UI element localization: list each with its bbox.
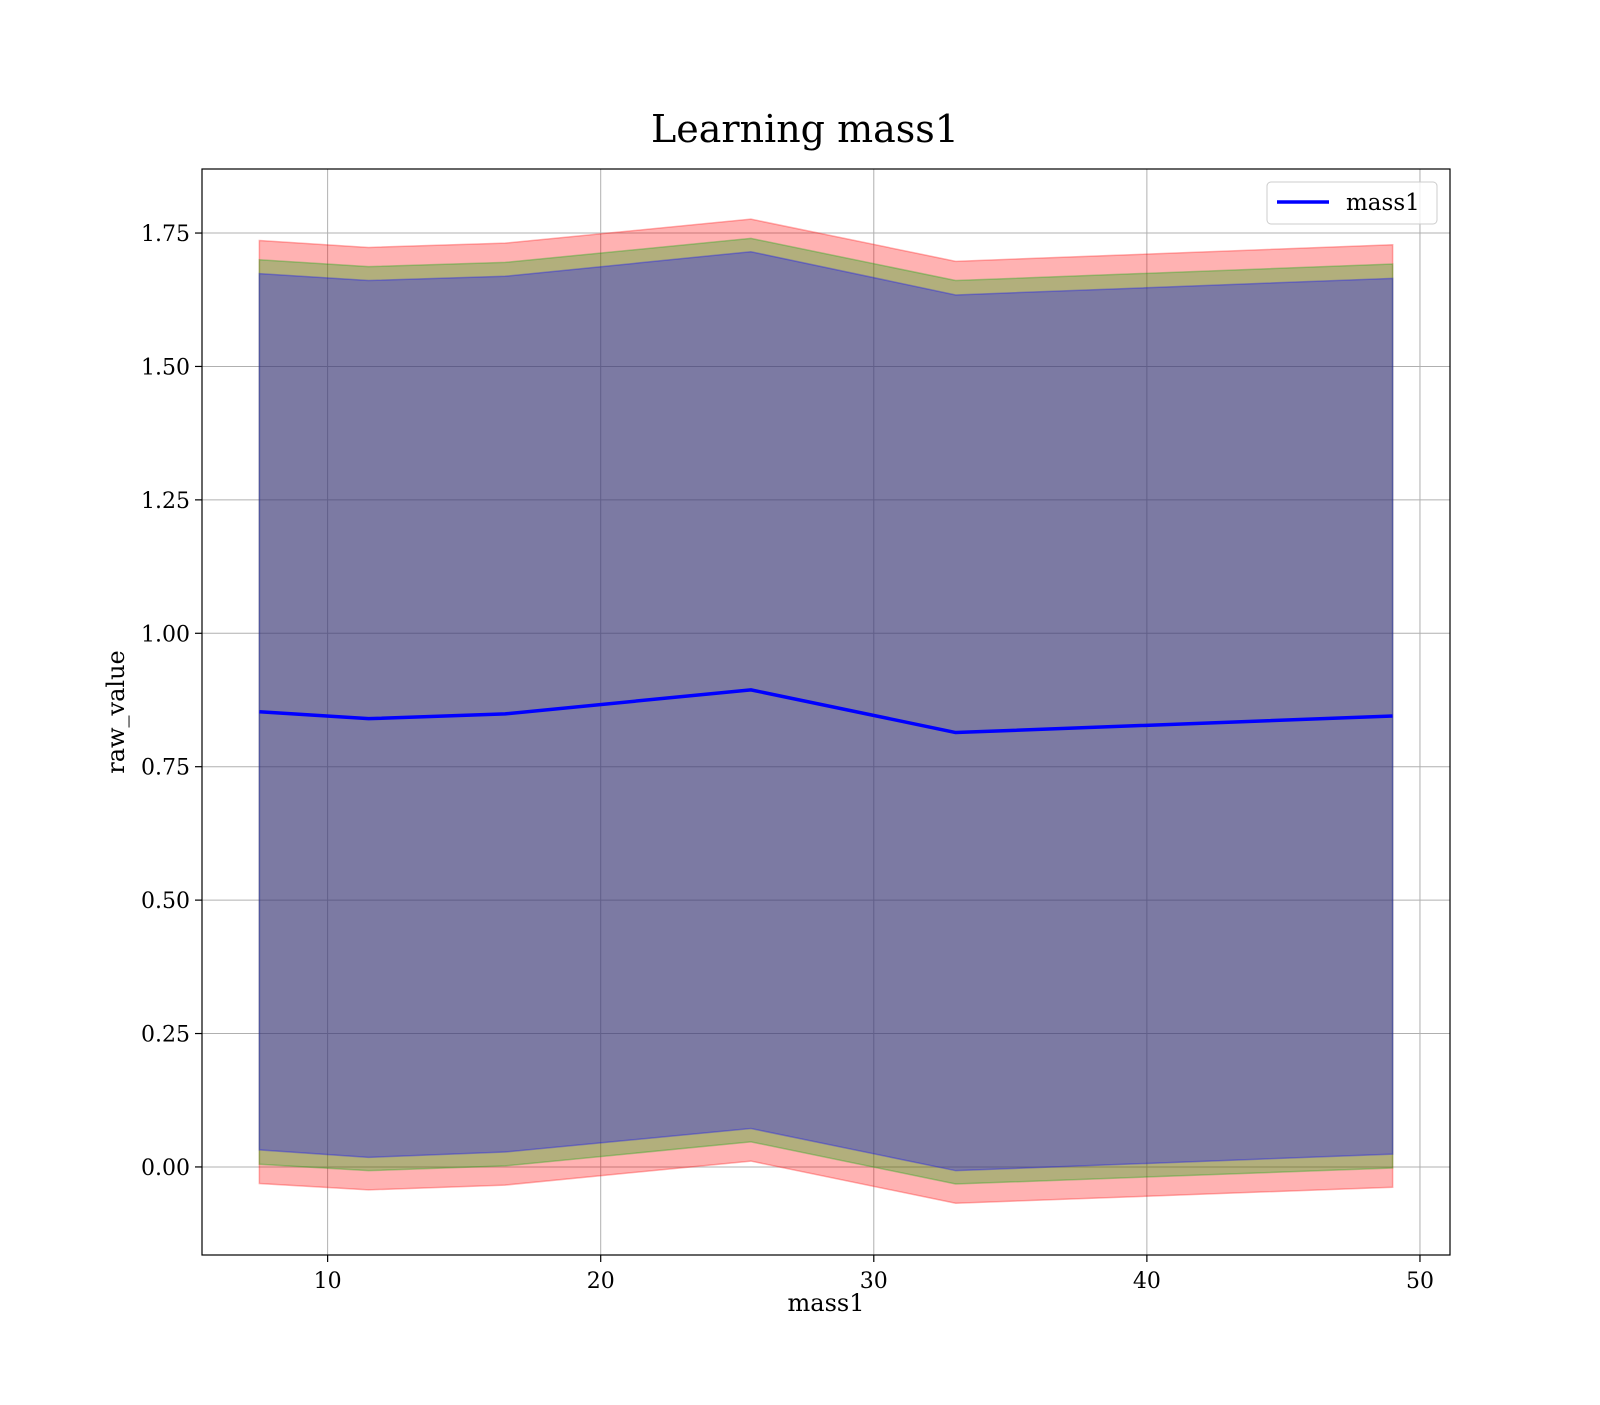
y-tick-label: 1.50 — [141, 355, 190, 380]
confidence-band — [258, 250, 1394, 1172]
y-tick-label: 1.25 — [141, 489, 190, 514]
grid — [202, 169, 1450, 1255]
x-tick-label: 30 — [860, 1269, 888, 1294]
ticks: 10 20 30 40 50 0.00 0.25 0.50 0.75 1.00 1.25 1.50 1.… — [141, 222, 1434, 1294]
y-tick-label: 1.00 — [141, 622, 190, 647]
series-lines — [259, 688, 1393, 735]
legend: mass1 — [1266, 181, 1438, 225]
x-tick-label: 20 — [587, 1269, 615, 1294]
x-axis-label: mass1 — [788, 1289, 865, 1317]
legend-box — [1266, 181, 1438, 225]
confidence-bands — [258, 218, 1394, 1204]
series-line-mass1 — [259, 688, 1393, 735]
confidence-band — [258, 218, 1394, 1204]
plot-frame — [201, 168, 1451, 1256]
y-axis-label: raw_value — [102, 650, 130, 774]
x-tick-label: 40 — [1133, 1269, 1161, 1294]
chart-title: Learning mass1 — [651, 107, 959, 151]
legend-label: mass1 — [1346, 190, 1420, 216]
y-tick-label: 0.50 — [141, 889, 190, 914]
y-tick-label: 0.75 — [141, 756, 190, 781]
x-tick-label: 10 — [314, 1269, 342, 1294]
x-tick-label: 50 — [1406, 1269, 1434, 1294]
y-tick-label: 0.25 — [141, 1023, 190, 1048]
y-tick-label: 1.75 — [141, 222, 190, 247]
confidence-band — [258, 237, 1394, 1185]
y-tick-label: 0.00 — [141, 1156, 190, 1181]
